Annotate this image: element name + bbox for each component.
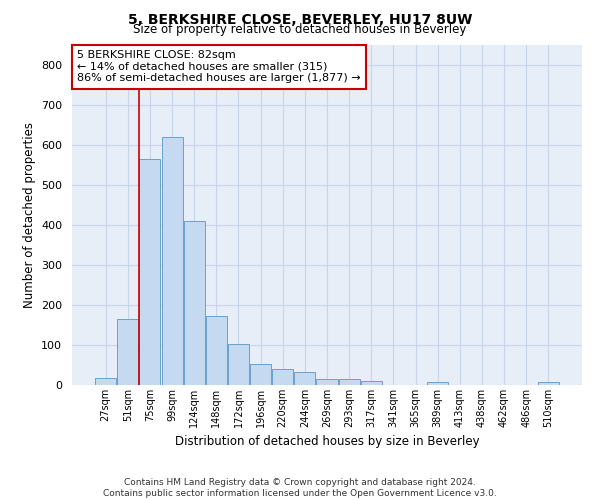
X-axis label: Distribution of detached houses by size in Beverley: Distribution of detached houses by size … [175, 436, 479, 448]
Bar [228, 344, 249, 385]
Bar [118, 319, 139, 385]
Bar [338, 380, 359, 385]
Y-axis label: Number of detached properties: Number of detached properties [23, 122, 35, 308]
Bar [95, 378, 116, 385]
Bar [184, 221, 205, 385]
Text: 5, BERKSHIRE CLOSE, BEVERLEY, HU17 8UW: 5, BERKSHIRE CLOSE, BEVERLEY, HU17 8UW [128, 12, 472, 26]
Text: Contains HM Land Registry data © Crown copyright and database right 2024.
Contai: Contains HM Land Registry data © Crown c… [103, 478, 497, 498]
Text: Size of property relative to detached houses in Beverley: Size of property relative to detached ho… [133, 22, 467, 36]
Bar [295, 372, 316, 385]
Bar [139, 159, 160, 385]
Bar [538, 382, 559, 385]
Bar [316, 379, 338, 385]
Bar [250, 364, 271, 385]
Bar [361, 381, 382, 385]
Bar [272, 369, 293, 385]
Bar [161, 137, 182, 385]
Text: 5 BERKSHIRE CLOSE: 82sqm
← 14% of detached houses are smaller (315)
86% of semi-: 5 BERKSHIRE CLOSE: 82sqm ← 14% of detach… [77, 50, 361, 84]
Bar [427, 382, 448, 385]
Bar [206, 316, 227, 385]
